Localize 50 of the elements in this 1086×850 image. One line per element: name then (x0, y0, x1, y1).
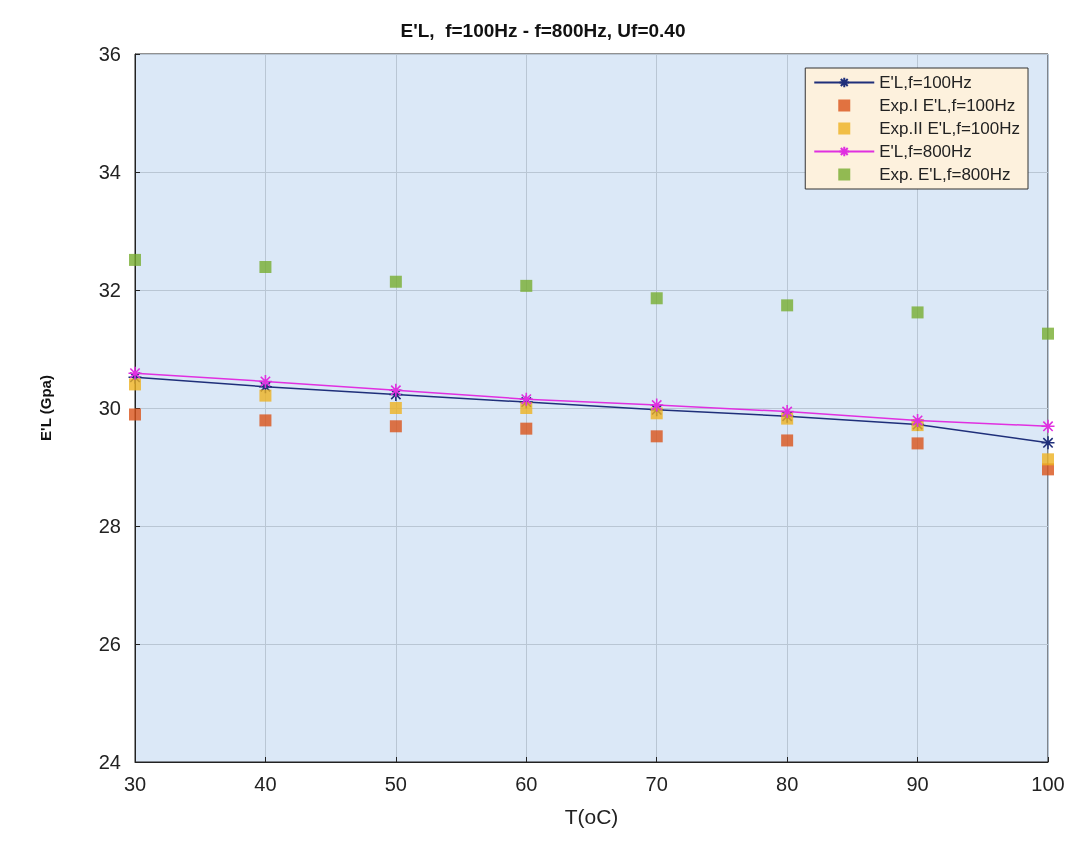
point (259, 414, 272, 427)
y-tick-label: 30 (98, 397, 121, 419)
point (389, 402, 402, 414)
point (911, 306, 924, 319)
y-tick-label: 32 (98, 279, 121, 301)
legend-label: E'L,f=100Hz (879, 73, 972, 92)
point (259, 260, 272, 273)
point (258, 374, 273, 389)
point (1042, 327, 1054, 340)
x-tick-label: 30 (123, 773, 147, 795)
point (779, 404, 795, 419)
point (781, 299, 794, 312)
point (129, 408, 141, 421)
point (650, 292, 663, 305)
x-tick-label: 100 (1031, 773, 1065, 795)
point (911, 437, 924, 450)
legend-label: Exp. E'L,f=800Hz (879, 165, 1011, 184)
legend-label: Exp.II E'L,f=100Hz (879, 119, 1021, 138)
legend-label: Exp.I E'L,f=100Hz (879, 96, 1016, 115)
point (781, 434, 794, 447)
y-tick-label: 36 (98, 43, 121, 65)
point (1042, 453, 1054, 466)
x-tick-label: 70 (645, 773, 668, 795)
point (1040, 435, 1056, 451)
point (127, 365, 143, 381)
chart-title: E'L, f=100Hz - f=800Hz, Uf=0.40 (400, 20, 686, 41)
y-tick-label: 24 (98, 751, 121, 773)
x-tick-label: 80 (776, 773, 799, 795)
point (388, 383, 404, 398)
x-tick-label: 60 (515, 773, 538, 795)
point (389, 420, 402, 433)
point (520, 422, 533, 435)
y-tick-label: 28 (98, 515, 121, 537)
point (259, 389, 272, 402)
x-tick-label: 50 (384, 773, 407, 795)
point (1040, 418, 1056, 434)
point (649, 397, 665, 413)
point (910, 413, 925, 428)
x-axis-title: T(oC) (564, 805, 619, 828)
y-tick-label: 26 (98, 633, 121, 655)
point (129, 378, 141, 391)
point (129, 253, 141, 266)
y-tick-label: 34 (98, 161, 121, 183)
y-axis-title: E'L (Gpa) (37, 375, 54, 441)
x-tick-label: 90 (906, 773, 929, 795)
point (520, 279, 533, 292)
legend-label: E'L,f=800Hz (879, 142, 972, 161)
x-tick-label: 40 (254, 773, 277, 795)
point (389, 275, 402, 288)
point (650, 430, 663, 443)
